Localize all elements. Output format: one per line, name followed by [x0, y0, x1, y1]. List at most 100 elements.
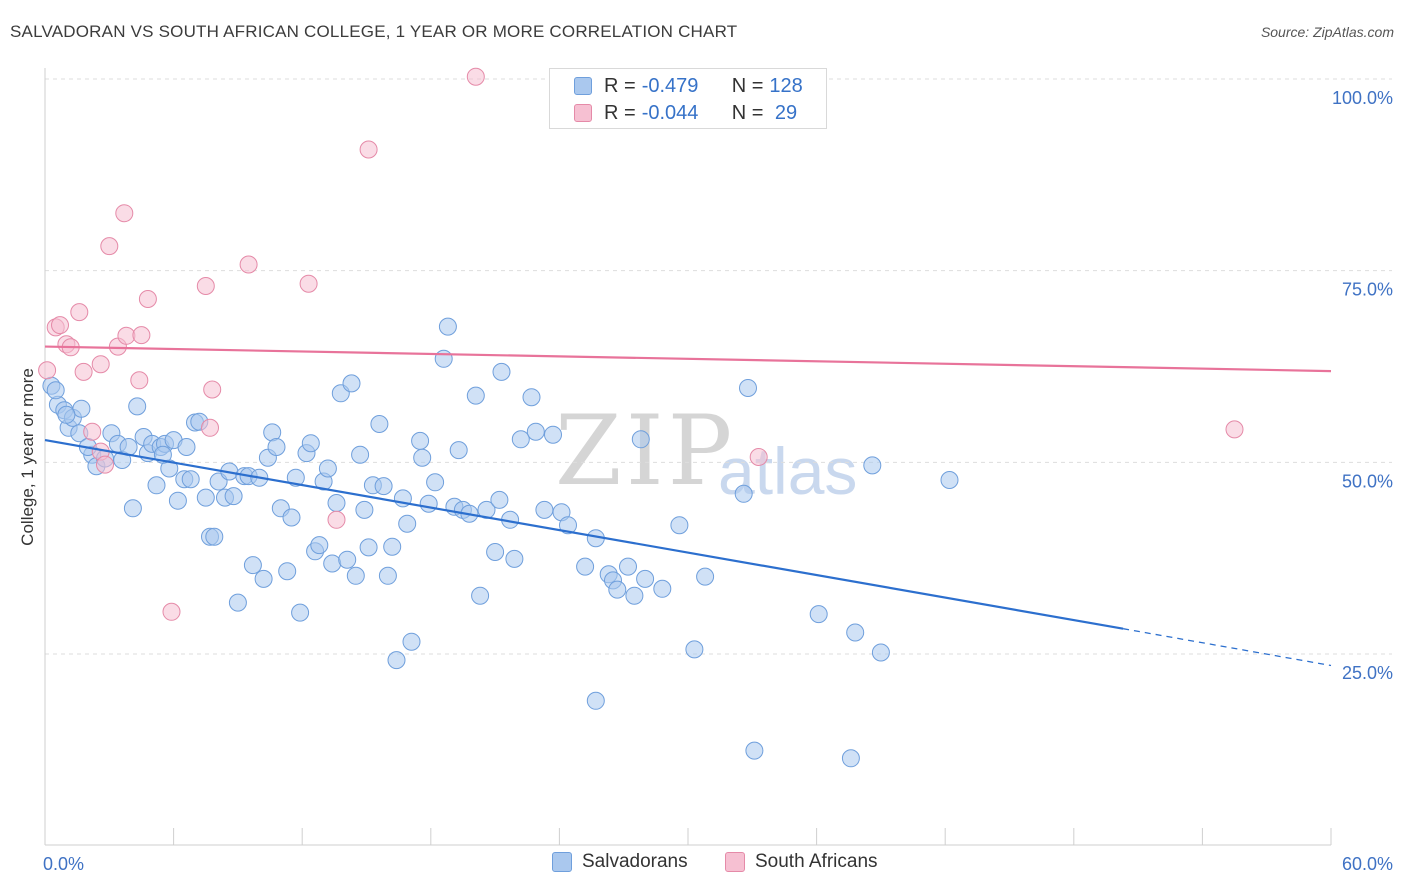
south-african-point	[299, 274, 318, 293]
legend-r-value: -0.044	[641, 101, 699, 124]
salvadoran-point	[323, 554, 342, 573]
legend-row-south-africans: R = -0.044 N = 29	[574, 100, 797, 126]
salvadorans-points	[42, 317, 959, 768]
salvadoran-point	[631, 430, 650, 449]
south-african-point	[117, 326, 136, 345]
x-tick-label: 0.0%	[43, 854, 84, 874]
salvadoran-point	[490, 490, 509, 509]
salvadoran-point	[387, 651, 406, 670]
legend-n-value: 128	[769, 74, 803, 97]
y-tick-label: 75.0%	[1342, 280, 1393, 300]
watermark-zip: ZIP	[555, 395, 737, 507]
salvadorans-trend-line	[44, 439, 1124, 630]
south-african-point	[359, 140, 378, 159]
salvadoran-point	[685, 640, 704, 659]
salvadoran-point	[318, 459, 337, 478]
salvadoran-point	[636, 569, 655, 588]
salvadoran-point	[522, 388, 541, 407]
salvadoran-point	[434, 349, 453, 368]
south-african-point	[51, 316, 69, 335]
south-african-point	[203, 380, 222, 399]
salvadoran-point	[419, 494, 438, 513]
y-tick-label: 100.0%	[1332, 88, 1393, 108]
south-african-point	[83, 422, 102, 441]
salvadorans-swatch	[574, 77, 592, 95]
salvadoran-point	[871, 643, 890, 662]
legend-r-value: -0.479	[641, 74, 699, 97]
salvadoran-point	[492, 362, 511, 381]
salvadoran-point	[471, 586, 490, 605]
salvadoran-point	[466, 386, 485, 405]
south-african-point	[132, 326, 151, 345]
salvadoran-point	[346, 566, 365, 585]
salvadoran-point	[608, 580, 627, 599]
salvadoran-point	[342, 374, 361, 393]
salvadoran-point	[619, 557, 637, 576]
salvadoran-point	[398, 514, 417, 533]
salvadoran-point	[286, 468, 305, 487]
salvadoran-point	[168, 491, 187, 510]
south-african-point	[162, 602, 181, 621]
south-african-point	[327, 510, 346, 529]
salvadoran-point	[267, 438, 286, 456]
salvadoran-point	[378, 566, 397, 585]
salvadoran-point	[653, 579, 672, 598]
salvadoran-point	[544, 425, 562, 444]
salvadoran-point	[370, 415, 389, 433]
south-african-point	[91, 355, 110, 374]
salvadoran-point	[205, 527, 224, 546]
y-axis-label: College, 1 year or more	[18, 368, 37, 546]
salvadorans-legend-swatch	[552, 852, 572, 872]
south-african-point	[466, 67, 485, 86]
south-african-point	[201, 418, 219, 437]
salvadoran-point	[526, 422, 545, 441]
chart-title: SALVADORAN VS SOUTH AFRICAN COLLEGE, 1 Y…	[10, 22, 738, 41]
salvadoran-point	[505, 549, 524, 568]
salvadoran-point	[327, 494, 346, 512]
south-africans-legend-label: South Africans	[755, 851, 878, 872]
salvadoran-point	[359, 538, 378, 557]
south-african-point	[196, 277, 215, 295]
south-africans-trend-line	[44, 345, 1332, 373]
salvadoran-point	[383, 537, 402, 556]
salvadoran-point	[228, 593, 247, 612]
salvadoran-point	[123, 499, 142, 518]
salvadoran-point	[310, 536, 329, 555]
y-tick-label: 50.0%	[1342, 471, 1393, 491]
salvadoran-point	[576, 557, 595, 576]
salvadoran-point	[282, 508, 301, 527]
south-african-point	[74, 362, 93, 381]
salvadoran-point	[147, 476, 166, 495]
legend-item-south-africans[interactable]: South Africans	[725, 851, 878, 873]
salvadoran-point	[841, 749, 860, 768]
salvadorans-trend-extension	[1122, 628, 1332, 667]
salvadoran-point	[181, 470, 200, 489]
series-legend: Salvadorans South Africans	[0, 851, 1406, 877]
salvadoran-point	[625, 586, 644, 605]
south-africans-swatch	[574, 104, 592, 122]
south-africans-points	[38, 67, 1244, 621]
south-african-point	[38, 361, 57, 380]
salvadoran-point	[355, 500, 374, 519]
salvadoran-point	[745, 741, 764, 760]
salvadoran-point	[696, 567, 715, 586]
south-african-point	[115, 204, 134, 223]
south-african-point	[70, 303, 89, 322]
salvadoran-point	[46, 381, 65, 400]
salvadoran-point	[809, 605, 828, 624]
south-african-point	[138, 290, 157, 308]
legend-r-label: R =	[604, 101, 636, 124]
salvadoran-point	[224, 487, 243, 506]
salvadoran-point	[177, 438, 196, 456]
x-tick-label: 60.0%	[1342, 854, 1393, 874]
legend-n-label: N =	[731, 74, 764, 97]
salvadoran-point	[586, 691, 605, 710]
salvadoran-point	[301, 434, 320, 453]
salvadoran-point	[413, 448, 432, 467]
salvadorans-legend-label: Salvadorans	[582, 851, 688, 872]
legend-n-value: 29	[769, 101, 798, 124]
legend-row-salvadorans: R = -0.479 N = 128	[574, 73, 803, 99]
legend-item-salvadorans[interactable]: Salvadorans	[552, 851, 688, 873]
source-label: Source: ZipAtlas.com	[1260, 24, 1394, 40]
